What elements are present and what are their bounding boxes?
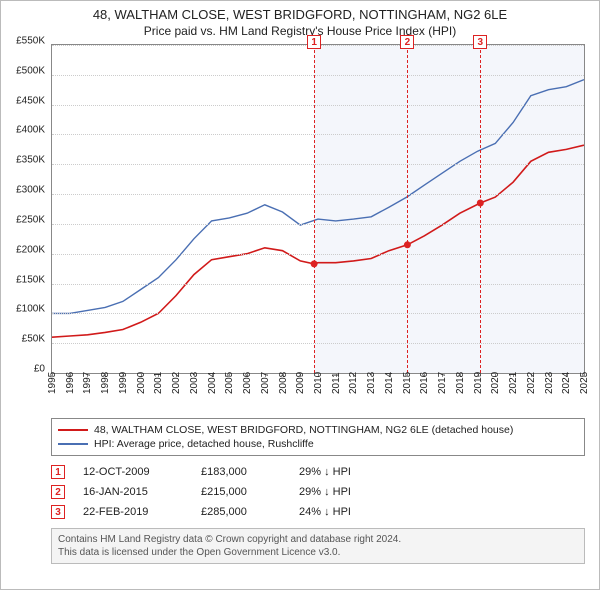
gridline bbox=[52, 313, 584, 314]
x-tick-label: 2002 bbox=[171, 372, 182, 394]
gridline bbox=[52, 254, 584, 255]
series-hpi bbox=[52, 80, 584, 314]
x-tick-label: 2004 bbox=[207, 372, 218, 394]
x-tick-label: 2017 bbox=[437, 372, 448, 394]
x-tick-label: 2018 bbox=[455, 372, 466, 394]
sale-event-price: £285,000 bbox=[201, 506, 281, 518]
y-tick-label: £500K bbox=[16, 65, 45, 76]
sale-event-row: 3 22-FEB-2019 £285,000 24% ↓ HPI bbox=[51, 502, 585, 522]
legend-swatch bbox=[58, 429, 88, 431]
sale-marker-badge: 1 bbox=[307, 35, 321, 49]
x-tick-label: 2012 bbox=[348, 372, 359, 394]
x-tick-label: 2008 bbox=[278, 372, 289, 394]
legend: 48, WALTHAM CLOSE, WEST BRIDGFORD, NOTTI… bbox=[51, 418, 585, 456]
x-tick-label: 2019 bbox=[473, 372, 484, 394]
sale-marker-badge: 3 bbox=[473, 35, 487, 49]
y-tick-label: £100K bbox=[16, 304, 45, 315]
legend-item: 48, WALTHAM CLOSE, WEST BRIDGFORD, NOTTI… bbox=[58, 423, 578, 437]
x-tick-label: 2024 bbox=[561, 372, 572, 394]
x-tick-label: 2023 bbox=[544, 372, 555, 394]
sale-marker-line bbox=[407, 35, 408, 373]
sale-event-badge: 1 bbox=[51, 465, 65, 479]
y-tick-label: £550K bbox=[16, 36, 45, 47]
gridline bbox=[52, 134, 584, 135]
y-axis-labels: £0£50K£100K£150K£200K£250K£300K£350K£400… bbox=[1, 41, 49, 371]
sale-marker-line bbox=[314, 35, 315, 373]
y-tick-label: £300K bbox=[16, 185, 45, 196]
footer-line-1: Contains HM Land Registry data © Crown c… bbox=[58, 533, 578, 546]
x-tick-label: 2006 bbox=[242, 372, 253, 394]
gridline bbox=[52, 284, 584, 285]
y-tick-label: £400K bbox=[16, 125, 45, 136]
legend-swatch bbox=[58, 443, 88, 445]
x-tick-label: 2025 bbox=[579, 372, 590, 394]
x-tick-label: 2001 bbox=[153, 372, 164, 394]
y-tick-label: £50K bbox=[22, 334, 45, 345]
y-tick-label: £0 bbox=[34, 364, 45, 375]
sale-event-delta: 29% ↓ HPI bbox=[299, 466, 351, 478]
sale-event-row: 1 12-OCT-2009 £183,000 29% ↓ HPI bbox=[51, 462, 585, 482]
title-address: 48, WALTHAM CLOSE, WEST BRIDGFORD, NOTTI… bbox=[9, 7, 591, 22]
y-tick-label: £200K bbox=[16, 244, 45, 255]
legend-label: 48, WALTHAM CLOSE, WEST BRIDGFORD, NOTTI… bbox=[94, 424, 513, 436]
sale-event-delta: 24% ↓ HPI bbox=[299, 506, 351, 518]
sale-event-delta: 29% ↓ HPI bbox=[299, 486, 351, 498]
footer-attribution: Contains HM Land Registry data © Crown c… bbox=[51, 528, 585, 564]
sale-marker-line bbox=[480, 35, 481, 373]
x-tick-label: 1999 bbox=[118, 372, 129, 394]
y-tick-label: £450K bbox=[16, 95, 45, 106]
x-tick-label: 1998 bbox=[100, 372, 111, 394]
sale-event-price: £183,000 bbox=[201, 466, 281, 478]
legend-label: HPI: Average price, detached house, Rush… bbox=[94, 438, 314, 450]
x-tick-label: 2014 bbox=[384, 372, 395, 394]
x-tick-label: 2013 bbox=[366, 372, 377, 394]
title-subtitle: Price paid vs. HM Land Registry's House … bbox=[9, 24, 591, 38]
sale-events: 1 12-OCT-2009 £183,000 29% ↓ HPI 2 16-JAN-201… bbox=[51, 462, 585, 522]
x-tick-label: 1995 bbox=[47, 372, 58, 394]
sale-event-row: 2 16-JAN-2015 £215,000 29% ↓ HPI bbox=[51, 482, 585, 502]
x-tick-label: 2005 bbox=[224, 372, 235, 394]
x-tick-label: 1997 bbox=[82, 372, 93, 394]
x-tick-label: 2000 bbox=[136, 372, 147, 394]
page: 48, WALTHAM CLOSE, WEST BRIDGFORD, NOTTI… bbox=[0, 0, 600, 590]
gridline bbox=[52, 164, 584, 165]
sale-event-date: 16-JAN-2015 bbox=[83, 486, 183, 498]
y-tick-label: £350K bbox=[16, 155, 45, 166]
y-tick-label: £250K bbox=[16, 214, 45, 225]
chart-svg bbox=[52, 45, 584, 373]
sale-event-badge: 2 bbox=[51, 485, 65, 499]
gridline bbox=[52, 194, 584, 195]
x-tick-label: 2009 bbox=[295, 372, 306, 394]
y-tick-label: £150K bbox=[16, 274, 45, 285]
x-tick-label: 2007 bbox=[260, 372, 271, 394]
title-block: 48, WALTHAM CLOSE, WEST BRIDGFORD, NOTTI… bbox=[1, 1, 599, 40]
chart-plot-area: 123 bbox=[51, 44, 585, 374]
gridline bbox=[52, 343, 584, 344]
x-tick-label: 2011 bbox=[331, 372, 342, 394]
x-axis-labels: 1995199619971998199920002001200220032004… bbox=[51, 374, 585, 414]
sale-event-date: 12-OCT-2009 bbox=[83, 466, 183, 478]
x-tick-label: 1996 bbox=[65, 372, 76, 394]
x-tick-label: 2021 bbox=[508, 372, 519, 394]
x-tick-label: 2015 bbox=[402, 372, 413, 394]
x-tick-label: 2010 bbox=[313, 372, 324, 394]
sale-event-date: 22-FEB-2019 bbox=[83, 506, 183, 518]
series-property bbox=[52, 145, 584, 337]
x-tick-label: 2003 bbox=[189, 372, 200, 394]
sale-event-price: £215,000 bbox=[201, 486, 281, 498]
x-tick-label: 2016 bbox=[419, 372, 430, 394]
footer-line-2: This data is licensed under the Open Gov… bbox=[58, 546, 578, 559]
gridline bbox=[52, 75, 584, 76]
gridline bbox=[52, 105, 584, 106]
sale-marker-badge: 2 bbox=[400, 35, 414, 49]
gridline bbox=[52, 224, 584, 225]
legend-item: HPI: Average price, detached house, Rush… bbox=[58, 437, 578, 451]
sale-event-badge: 3 bbox=[51, 505, 65, 519]
x-tick-label: 2020 bbox=[490, 372, 501, 394]
x-tick-label: 2022 bbox=[526, 372, 537, 394]
